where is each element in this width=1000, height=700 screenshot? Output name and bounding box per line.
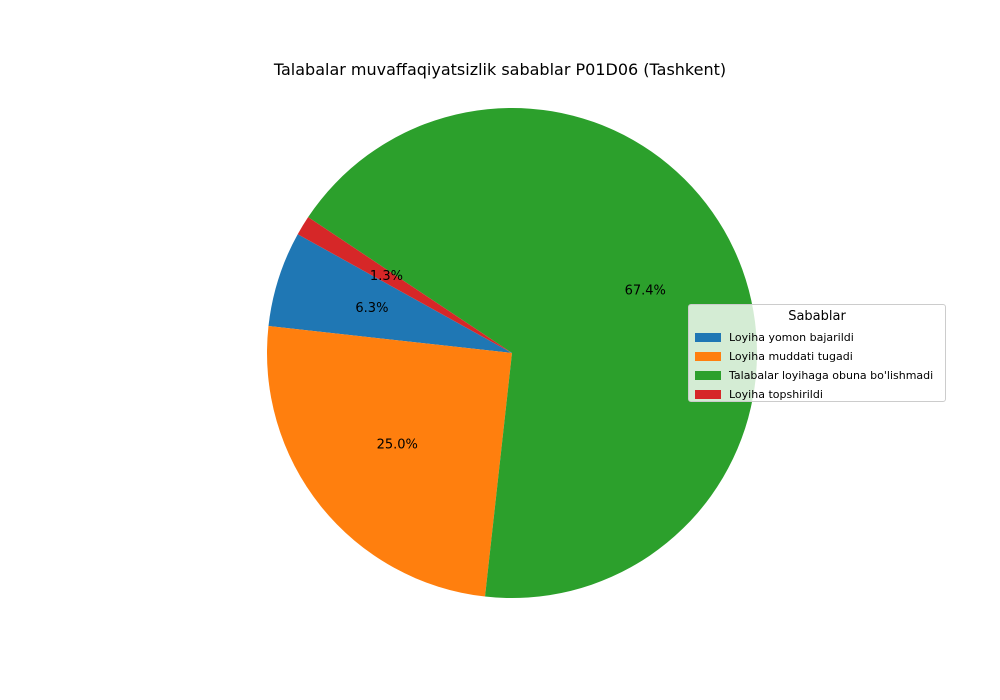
legend-label-4: Loyiha topshirildi: [729, 388, 823, 401]
legend-swatch-4: [695, 390, 721, 399]
legend-title: Sabablar: [788, 309, 846, 324]
legend-item-1: Loyiha yomon bajarildi: [695, 328, 939, 347]
pie-slice-label-3: 67.4%: [625, 283, 666, 298]
legend-item-2: Loyiha muddati tugadi: [695, 347, 939, 366]
legend-swatch-1: [695, 333, 721, 342]
legend: Sabablar Loyiha yomon bajarildi Loyiha mu…: [688, 304, 946, 402]
pie-slice-2: [267, 326, 512, 597]
legend-item-4: Loyiha topshirildi: [695, 385, 939, 404]
pie-slice-4: [297, 217, 512, 353]
legend-items: Loyiha yomon bajarildi Loyiha muddati tug…: [695, 328, 939, 404]
legend-label-2: Loyiha muddati tugadi: [729, 350, 853, 363]
legend-swatch-2: [695, 352, 721, 361]
legend-label-3: Talabalar loyihaga obuna bo'lishmadi: [729, 369, 934, 382]
pie-slice-label-4: 1.3%: [370, 269, 403, 284]
pie-slice-label-1: 6.3%: [355, 301, 388, 316]
chart-title: Talabalar muvaffaqiyatsizlik sabablar P0…: [273, 60, 727, 79]
pie-slice-label-2: 25.0%: [377, 437, 418, 452]
legend-item-3: Talabalar loyihaga obuna bo'lishmadi: [695, 366, 939, 385]
pie-slice-3: [308, 107, 757, 598]
pie-slice-1: [268, 234, 512, 353]
legend-swatch-3: [695, 371, 721, 380]
legend-label-1: Loyiha yomon bajarildi: [729, 331, 854, 344]
